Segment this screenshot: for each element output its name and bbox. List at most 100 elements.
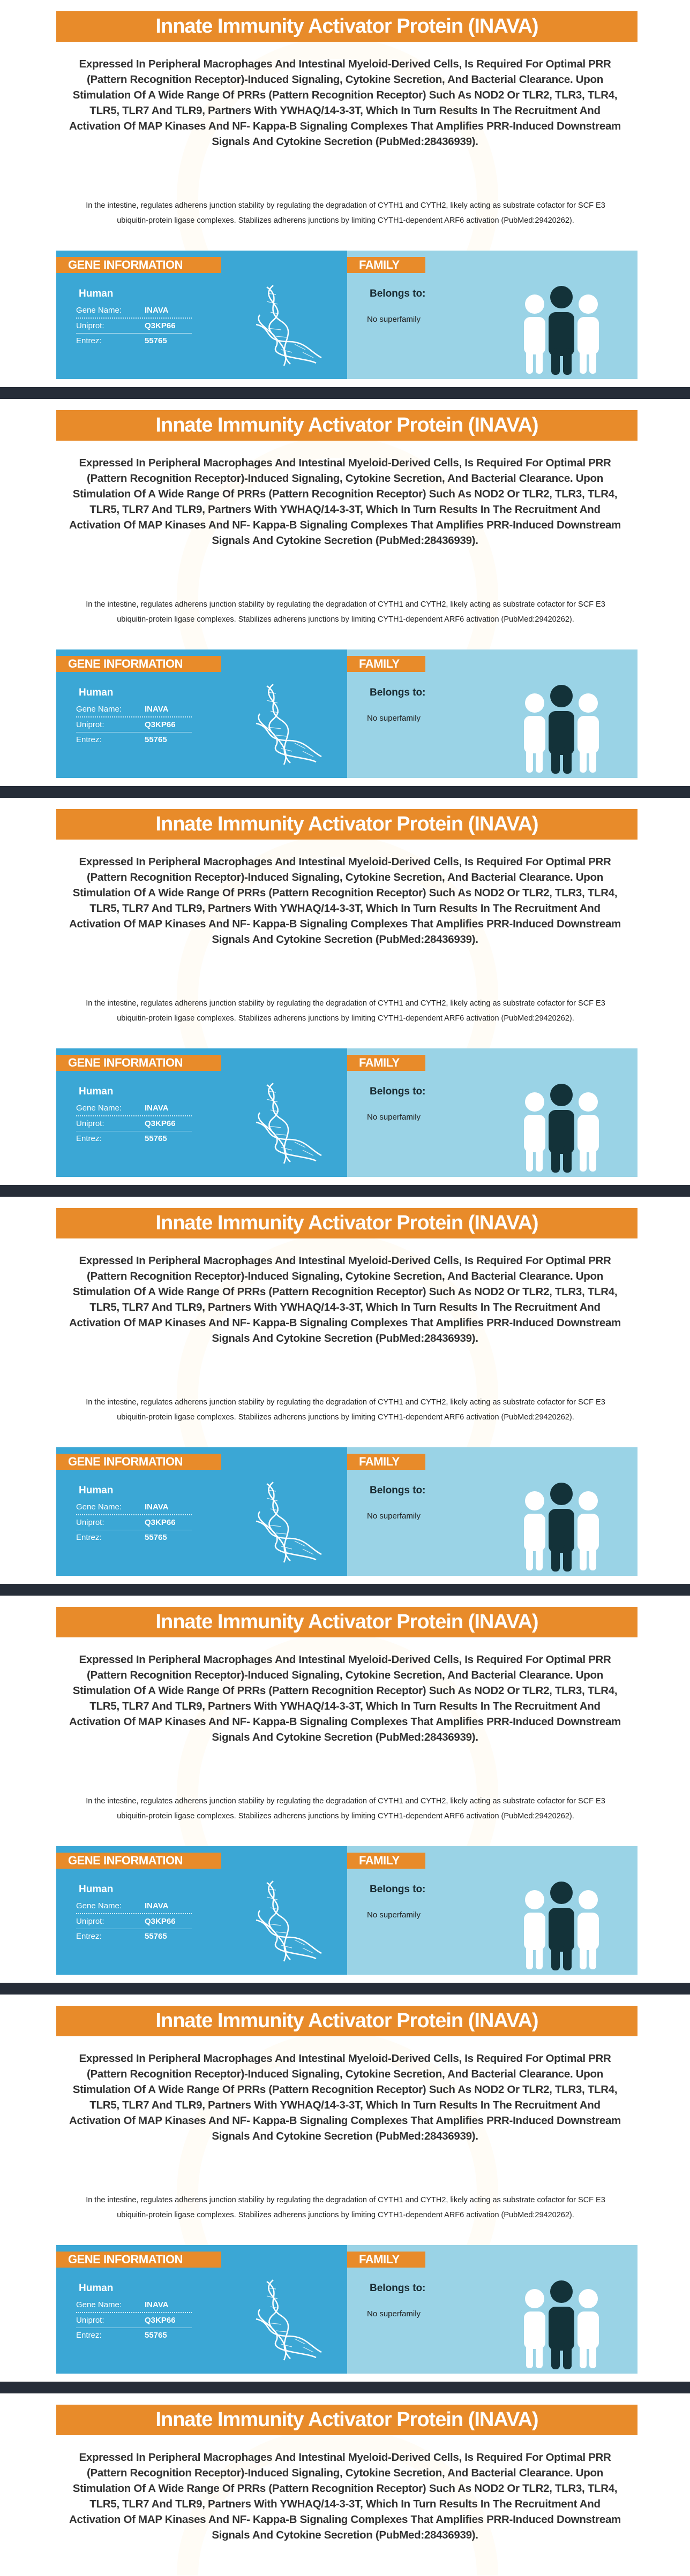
protein-card: Innate Immunity Activator Protein (INAVA… <box>0 1197 690 1596</box>
gene-information-panel: GENE INFORMATION Human Gene Name: INAVA … <box>56 1846 347 1975</box>
uniprot-label: Uniprot: <box>76 1917 104 1926</box>
gene-information-header: GENE INFORMATION <box>56 2252 221 2268</box>
entrez-row: Entrez: 55765 <box>76 2328 192 2343</box>
protein-title: Innate Immunity Activator Protein (INAVA… <box>56 2006 638 2036</box>
uniprot-row: Uniprot: Q3KP66 <box>76 1116 192 1131</box>
footer-bar <box>0 786 690 798</box>
gene-information-panel: GENE INFORMATION Human Gene Name: INAVA … <box>56 649 347 778</box>
species-label: Human <box>79 2283 114 2294</box>
gene-info-table: Gene Name: INAVA Uniprot: Q3KP66 Entrez:… <box>76 2298 192 2343</box>
belongs-to-label: Belongs to: <box>370 2283 426 2294</box>
function-note: In the intestine, regulates adherens jun… <box>86 2196 605 2219</box>
gene-info-table: Gene Name: INAVA Uniprot: Q3KP66 Entrez:… <box>76 1899 192 1944</box>
protein-description: Expressed In Peripheral Macrophages And … <box>69 457 621 547</box>
entrez-value[interactable]: 55765 <box>145 735 167 744</box>
footer-bar <box>0 2382 690 2393</box>
protein-title: Innate Immunity Activator Protein (INAVA… <box>56 410 638 441</box>
function-note: In the intestine, regulates adherens jun… <box>86 999 605 1023</box>
family-panel: FAMILY Belongs to: No superfamily <box>347 1846 638 1975</box>
uniprot-value[interactable]: Q3KP66 <box>145 1119 176 1128</box>
superfamily-value: No superfamily <box>367 315 421 324</box>
protein-card: Innate Immunity Activator Protein (INAVA… <box>0 2393 690 2575</box>
entrez-label: Entrez: <box>76 336 102 345</box>
function-note: In the intestine, regulates adherens jun… <box>86 1398 605 1422</box>
uniprot-value[interactable]: Q3KP66 <box>145 720 176 729</box>
entrez-label: Entrez: <box>76 2331 102 2340</box>
gene-name-row: Gene Name: INAVA <box>76 2298 192 2313</box>
gene-info-table: Gene Name: INAVA Uniprot: Q3KP66 Entrez:… <box>76 1101 192 1146</box>
gene-name-label: Gene Name: <box>76 1104 122 1113</box>
uniprot-value[interactable]: Q3KP66 <box>145 2316 176 2325</box>
gene-name-value: INAVA <box>145 1502 169 1512</box>
gene-name-row: Gene Name: INAVA <box>76 1500 192 1515</box>
gene-information-header: GENE INFORMATION <box>56 656 221 672</box>
gene-info-table: Gene Name: INAVA Uniprot: Q3KP66 Entrez:… <box>76 303 192 348</box>
protein-description: Expressed In Peripheral Macrophages And … <box>69 1255 621 1344</box>
species-label: Human <box>79 1086 114 1097</box>
uniprot-label: Uniprot: <box>76 2316 104 2325</box>
uniprot-row: Uniprot: Q3KP66 <box>76 2313 192 2328</box>
gene-information-header: GENE INFORMATION <box>56 1853 221 1869</box>
entrez-value[interactable]: 55765 <box>145 336 167 345</box>
entrez-row: Entrez: 55765 <box>76 1131 192 1146</box>
gene-name-value: INAVA <box>145 1901 169 1910</box>
entrez-value[interactable]: 55765 <box>145 2331 167 2340</box>
entrez-value[interactable]: 55765 <box>145 1533 167 1542</box>
people-icon <box>524 1880 599 1970</box>
species-label: Human <box>79 1884 114 1895</box>
footer-bar <box>0 1584 690 1596</box>
entrez-row: Entrez: 55765 <box>76 1929 192 1944</box>
gene-name-label: Gene Name: <box>76 306 122 315</box>
superfamily-value: No superfamily <box>367 1910 421 1920</box>
footer-bar <box>0 1185 690 1197</box>
family-header: FAMILY <box>347 1853 425 1869</box>
entrez-row: Entrez: 55765 <box>76 334 192 348</box>
gene-name-row: Gene Name: INAVA <box>76 303 192 319</box>
gene-information-panel: GENE INFORMATION Human Gene Name: INAVA … <box>56 1048 347 1177</box>
uniprot-row: Uniprot: Q3KP66 <box>76 717 192 732</box>
people-icon <box>524 1482 599 1572</box>
protein-description: Expressed In Peripheral Macrophages And … <box>69 58 621 148</box>
entrez-label: Entrez: <box>76 735 102 744</box>
belongs-to-label: Belongs to: <box>370 1485 426 1496</box>
protein-title: Innate Immunity Activator Protein (INAVA… <box>56 809 638 840</box>
family-header: FAMILY <box>347 656 425 672</box>
protein-card: Innate Immunity Activator Protein (INAVA… <box>0 1596 690 1995</box>
people-icon <box>524 684 599 774</box>
protein-description: Expressed In Peripheral Macrophages And … <box>69 2052 621 2142</box>
uniprot-label: Uniprot: <box>76 1518 104 1527</box>
protein-card: Innate Immunity Activator Protein (INAVA… <box>0 0 690 399</box>
gene-name-value: INAVA <box>145 705 169 714</box>
belongs-to-label: Belongs to: <box>370 288 426 299</box>
protein-title: Innate Immunity Activator Protein (INAVA… <box>56 1208 638 1238</box>
uniprot-value[interactable]: Q3KP66 <box>145 321 176 330</box>
superfamily-value: No superfamily <box>367 714 421 723</box>
footer-bar <box>0 1983 690 1995</box>
dna-icon <box>256 1482 322 1563</box>
belongs-to-label: Belongs to: <box>370 1086 426 1097</box>
protein-title: Innate Immunity Activator Protein (INAVA… <box>56 11 638 42</box>
dna-icon <box>256 684 322 765</box>
gene-information-header: GENE INFORMATION <box>56 1454 221 1470</box>
uniprot-row: Uniprot: Q3KP66 <box>76 1515 192 1530</box>
gene-information-panel: GENE INFORMATION Human Gene Name: INAVA … <box>56 1447 347 1576</box>
uniprot-value[interactable]: Q3KP66 <box>145 1917 176 1926</box>
gene-name-label: Gene Name: <box>76 2300 122 2309</box>
uniprot-label: Uniprot: <box>76 720 104 729</box>
family-header: FAMILY <box>347 1055 425 1071</box>
belongs-to-label: Belongs to: <box>370 687 426 698</box>
family-panel: FAMILY Belongs to: No superfamily <box>347 1048 638 1177</box>
uniprot-value[interactable]: Q3KP66 <box>145 1518 176 1527</box>
entrez-label: Entrez: <box>76 1533 102 1542</box>
protein-card: Innate Immunity Activator Protein (INAVA… <box>0 1995 690 2393</box>
entrez-value[interactable]: 55765 <box>145 1134 167 1143</box>
protein-title: Innate Immunity Activator Protein (INAVA… <box>56 2405 638 2435</box>
protein-title: Innate Immunity Activator Protein (INAVA… <box>56 1607 638 1637</box>
entrez-row: Entrez: 55765 <box>76 1530 192 1545</box>
uniprot-row: Uniprot: Q3KP66 <box>76 319 192 334</box>
family-panel: FAMILY Belongs to: No superfamily <box>347 1447 638 1576</box>
entrez-value[interactable]: 55765 <box>145 1932 167 1941</box>
gene-name-value: INAVA <box>145 306 169 315</box>
protein-card: Innate Immunity Activator Protein (INAVA… <box>0 399 690 798</box>
